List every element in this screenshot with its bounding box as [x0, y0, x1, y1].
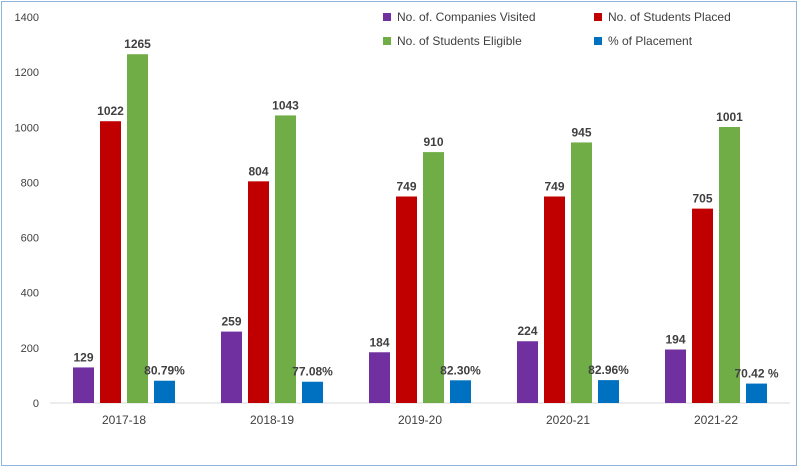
bar-no-of-students-eligible-2018-19	[275, 115, 296, 404]
bar-no-of-companies-visited-2020-21	[517, 341, 538, 403]
y-tick-label: 1400	[15, 12, 39, 24]
bar--of-placement-2021-22	[746, 383, 767, 403]
data-label: 705	[692, 192, 712, 206]
data-label: 70.42 %	[734, 367, 778, 381]
legend-label: % of Placement	[608, 34, 693, 48]
legend: No. of. Companies Visited No. of Students…	[383, 10, 731, 48]
data-label: 82.96%	[588, 363, 629, 377]
legend-swatch	[383, 13, 391, 21]
bar-no-of-students-placed-2021-22	[692, 208, 713, 403]
data-label: 1022	[97, 104, 124, 118]
legend-label: No. of. Companies Visited	[397, 10, 536, 24]
y-tick-label: 600	[21, 233, 39, 245]
y-tick-label: 800	[21, 177, 39, 189]
y-tick-label: 400	[21, 288, 39, 300]
bar-no-of-students-placed-2018-19	[248, 181, 269, 403]
bar--of-placement-2019-20	[450, 380, 471, 403]
x-axis: 2017-18 2018-19 2019-20 2020-21 2021-22	[50, 402, 790, 427]
data-label: 804	[248, 164, 268, 178]
bar-no-of-students-eligible-2021-22	[719, 127, 740, 403]
y-tick-label: 0	[33, 398, 39, 410]
x-tick-label: 2020-21	[546, 413, 590, 427]
y-tick-label: 200	[21, 343, 39, 355]
data-label: 259	[221, 315, 241, 329]
bar-no-of-companies-visited-2019-20	[369, 352, 390, 403]
y-axis: 0 200 400 600 800 1000 1200 1400	[15, 12, 39, 410]
legend-label: No. of Students Eligible	[397, 34, 522, 48]
data-label: 82.30%	[440, 363, 481, 377]
data-label: 910	[423, 135, 443, 149]
bar--of-placement-2017-18	[154, 380, 175, 403]
bar-no-of-students-eligible-2020-21	[571, 142, 592, 403]
data-label: 749	[396, 179, 416, 193]
y-tick-label: 1000	[15, 122, 39, 134]
data-label: 224	[517, 324, 537, 338]
x-tick-label: 2017-18	[102, 413, 146, 427]
data-label: 1043	[272, 98, 299, 112]
bar-no-of-companies-visited-2018-19	[221, 331, 242, 403]
data-label: 194	[665, 333, 685, 347]
bar-no-of-students-placed-2019-20	[396, 196, 417, 403]
bar--of-placement-2018-19	[302, 381, 323, 403]
data-label: 945	[571, 125, 591, 139]
bar-no-of-students-eligible-2017-18	[127, 54, 148, 403]
legend-label: No. of Students Placed	[608, 10, 731, 24]
bar--of-placement-2020-21	[598, 380, 619, 403]
legend-swatch	[594, 13, 602, 21]
data-label: 1001	[716, 110, 743, 124]
legend-swatch	[594, 37, 602, 45]
data-label: 80.79%	[144, 364, 185, 378]
data-label: 184	[369, 335, 389, 349]
data-label: 77.08%	[292, 365, 333, 379]
bars: 129 1022 1265 80.79% 259 804 1043 77.08% 184 749 9…	[73, 37, 779, 404]
x-tick-label: 2019-20	[398, 413, 442, 427]
data-label: 1265	[124, 37, 151, 51]
bar-no-of-companies-visited-2021-22	[665, 349, 686, 403]
x-tick-label: 2021-22	[694, 413, 738, 427]
bar-no-of-companies-visited-2017-18	[73, 367, 94, 403]
legend-swatch	[383, 37, 391, 45]
bar-no-of-students-placed-2020-21	[544, 196, 565, 403]
y-tick-label: 1200	[15, 67, 39, 79]
data-label: 129	[73, 350, 93, 364]
x-tick-label: 2018-19	[250, 413, 294, 427]
data-label: 749	[544, 179, 564, 193]
bar-no-of-students-placed-2017-18	[100, 121, 121, 403]
bar-no-of-students-eligible-2019-20	[423, 152, 444, 403]
